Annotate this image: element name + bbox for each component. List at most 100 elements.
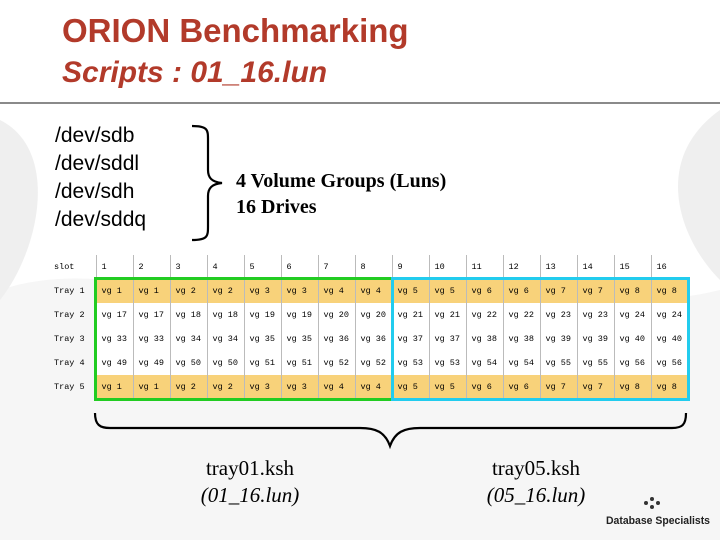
table-header-row: slot 1 2 3 4 5 6 7 8 9 10 11 12 13 14 15 16 bbox=[48, 255, 688, 279]
volume-group-cell: vg 21 bbox=[391, 303, 429, 327]
device-item: /dev/sdb bbox=[55, 124, 135, 147]
slot-table: slot 1 2 3 4 5 6 7 8 9 10 11 12 13 14 15 16 Tray 1 vg 1 vg … bbox=[48, 255, 688, 399]
volume-group-cell: vg 34 bbox=[169, 327, 207, 351]
volume-group-cell: vg 36 bbox=[317, 327, 355, 351]
volume-group-cell: vg 8 bbox=[613, 279, 651, 303]
volume-group-cell: vg 6 bbox=[502, 279, 540, 303]
volume-group-cell: vg 24 bbox=[613, 303, 651, 327]
volume-group-cell: vg 51 bbox=[280, 351, 318, 375]
volume-group-cell: vg 22 bbox=[502, 303, 540, 327]
volume-group-cell: vg 50 bbox=[206, 351, 244, 375]
volume-group-cell: vg 55 bbox=[539, 351, 577, 375]
volume-group-cell: vg 6 bbox=[465, 279, 503, 303]
slot-number: 10 bbox=[428, 255, 466, 279]
tray-label: Tray 4 bbox=[54, 358, 85, 368]
drive-count: 16 Drives bbox=[236, 196, 317, 218]
page-subtitle: Scripts : 01_16.lun bbox=[62, 56, 328, 89]
volume-group-cell: vg 21 bbox=[428, 303, 466, 327]
volume-group-cell: vg 22 bbox=[465, 303, 503, 327]
slot-header: slot bbox=[54, 262, 75, 272]
volume-group-cell: vg 7 bbox=[539, 279, 577, 303]
volume-group-cell: vg 8 bbox=[613, 375, 651, 399]
page-title: ORION Benchmarking bbox=[62, 12, 409, 49]
volume-group-cell: vg 55 bbox=[576, 351, 614, 375]
volume-group-cell: vg 2 bbox=[206, 279, 244, 303]
volume-group-cell: vg 20 bbox=[354, 303, 392, 327]
volume-group-cell: vg 2 bbox=[169, 375, 207, 399]
volume-group-cell: vg 54 bbox=[465, 351, 503, 375]
slot-number: 11 bbox=[465, 255, 503, 279]
volume-group-cell: vg 1 bbox=[132, 279, 170, 303]
device-item: /dev/sddq bbox=[55, 208, 147, 231]
table-row: Tray 4 vg 49 vg 49 vg 50 vg 50 vg 51 vg 51 vg 5… bbox=[48, 351, 688, 375]
volume-group-cell: vg 34 bbox=[206, 327, 244, 351]
volume-group-cell: vg 7 bbox=[539, 375, 577, 399]
volume-group-cell: vg 19 bbox=[280, 303, 318, 327]
slot-number: 4 bbox=[206, 255, 244, 279]
volume-group-cell: vg 33 bbox=[132, 327, 170, 351]
volume-group-cell: vg 37 bbox=[391, 327, 429, 351]
volume-group-cell: vg 19 bbox=[243, 303, 281, 327]
volume-group-description: 4 Volume Groups (Luns) 16 Drives bbox=[236, 168, 446, 220]
volume-group-cell: vg 37 bbox=[428, 327, 466, 351]
slot-number: 12 bbox=[502, 255, 540, 279]
volume-group-cell: vg 1 bbox=[95, 375, 133, 399]
slot-number: 7 bbox=[317, 255, 355, 279]
volume-group-cell: vg 49 bbox=[95, 351, 133, 375]
volume-group-cell: vg 4 bbox=[354, 375, 392, 399]
volume-group-cell: vg 23 bbox=[576, 303, 614, 327]
volume-group-cell: vg 6 bbox=[502, 375, 540, 399]
volume-group-cell: vg 5 bbox=[428, 279, 466, 303]
volume-group-cell: vg 3 bbox=[280, 279, 318, 303]
volume-group-cell: vg 17 bbox=[132, 303, 170, 327]
volume-group-cell: vg 20 bbox=[317, 303, 355, 327]
volume-group-cell: vg 4 bbox=[317, 279, 355, 303]
slot-number: 5 bbox=[243, 255, 281, 279]
volume-group-cell: vg 7 bbox=[576, 375, 614, 399]
slot-number: 15 bbox=[613, 255, 651, 279]
volume-group-cell: vg 5 bbox=[391, 279, 429, 303]
volume-group-cell: vg 38 bbox=[465, 327, 503, 351]
slot-number: 2 bbox=[132, 255, 170, 279]
volume-group-cell: vg 56 bbox=[613, 351, 651, 375]
volume-group-cell: vg 54 bbox=[502, 351, 540, 375]
tray1-lun-file: (01_16.lun) bbox=[200, 483, 300, 507]
volume-group-cell: vg 4 bbox=[317, 375, 355, 399]
title-divider bbox=[0, 102, 720, 104]
tray-label: Tray 2 bbox=[54, 310, 85, 320]
right-brace bbox=[191, 124, 223, 242]
slot-number: 1 bbox=[95, 255, 133, 279]
volume-group-cell: vg 6 bbox=[465, 375, 503, 399]
volume-group-cell: vg 53 bbox=[391, 351, 429, 375]
volume-group-cell: vg 3 bbox=[280, 375, 318, 399]
volume-group-cell: vg 2 bbox=[169, 279, 207, 303]
tray-label: Tray 3 bbox=[54, 334, 85, 344]
slot-number: 16 bbox=[650, 255, 688, 279]
volume-group-cell: vg 4 bbox=[354, 279, 392, 303]
table-row: Tray 2 vg 17 vg 17 vg 18 vg 18 vg 19 vg 19 vg 2… bbox=[48, 303, 688, 327]
volume-group-cell: vg 39 bbox=[576, 327, 614, 351]
tray5-lun-file: (05_16.lun) bbox=[486, 483, 586, 507]
slot-number: 9 bbox=[391, 255, 429, 279]
volume-group-cell: vg 49 bbox=[132, 351, 170, 375]
volume-group-cell: vg 35 bbox=[280, 327, 318, 351]
volume-group-cell: vg 2 bbox=[206, 375, 244, 399]
slot-number: 14 bbox=[576, 255, 614, 279]
device-item: /dev/sddl bbox=[55, 152, 140, 175]
volume-group-cell: vg 33 bbox=[95, 327, 133, 351]
tray5-script-name: tray05.ksh bbox=[491, 456, 581, 480]
volume-group-cell: vg 1 bbox=[132, 375, 170, 399]
tray-label: Tray 5 bbox=[54, 382, 85, 392]
volume-group-cell: vg 7 bbox=[576, 279, 614, 303]
volume-group-cell: vg 3 bbox=[243, 279, 281, 303]
slot-number: 8 bbox=[354, 255, 392, 279]
table-row: Tray 5 vg 1 vg 1 vg 2 vg 2 vg 3 vg 3 vg 4 vg 4 vg… bbox=[48, 375, 688, 399]
volume-group-cell: vg 53 bbox=[428, 351, 466, 375]
volume-group-cell: vg 5 bbox=[391, 375, 429, 399]
volume-group-cell: vg 3 bbox=[243, 375, 281, 399]
volume-group-cell: vg 38 bbox=[502, 327, 540, 351]
tray-label: Tray 1 bbox=[54, 286, 85, 296]
volume-group-cell: vg 8 bbox=[650, 279, 688, 303]
volume-group-cell: vg 17 bbox=[95, 303, 133, 327]
volume-group-cell: vg 23 bbox=[539, 303, 577, 327]
